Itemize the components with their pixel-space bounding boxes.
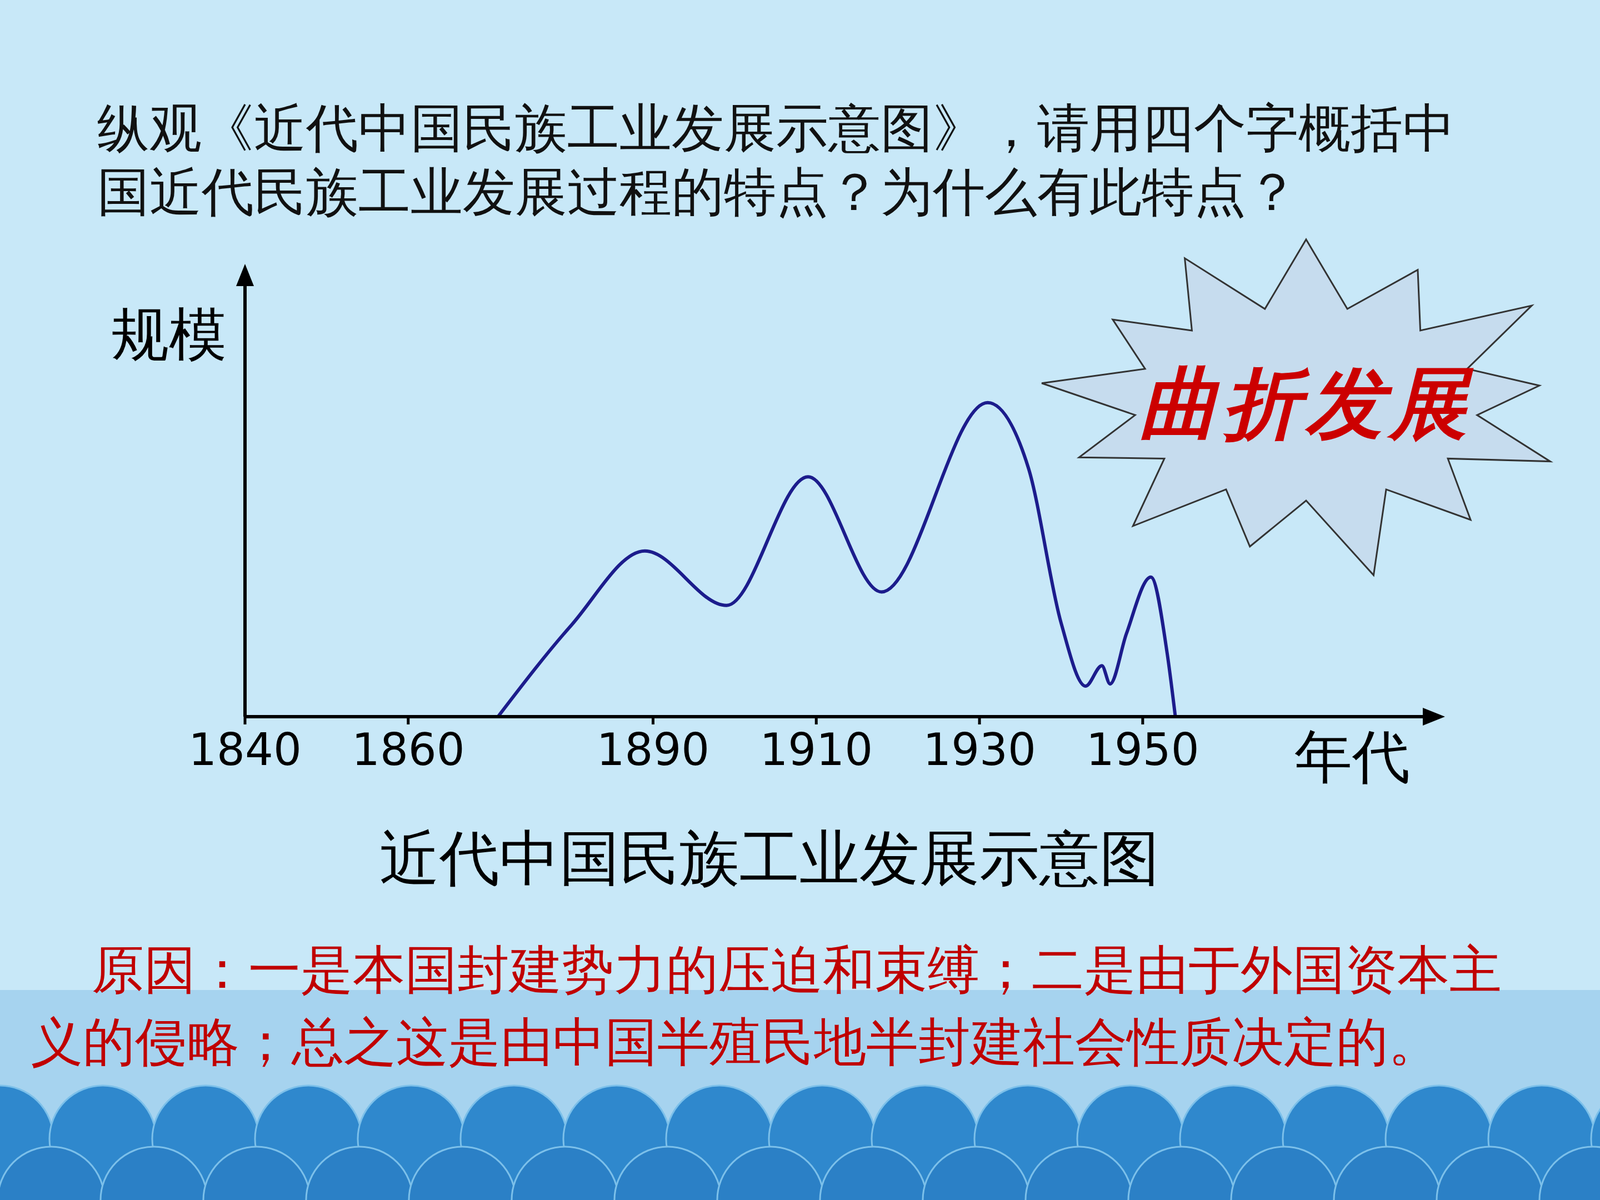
html-text:国近代民族工业发展过程的特点？为什么有此特点？: 国近代民族工业发展过程的特点？为什么有此特点？ — [97, 161, 1299, 223]
svg-text:1950: 1950 — [1086, 723, 1200, 776]
svg-text:1840: 1840 — [188, 723, 302, 776]
html-text:年代: 年代 — [1294, 722, 1410, 791]
html-text:原因：一是本国封建势力的压迫和束缚；二是由于外国资本主: 原因：一是本国封建势力的压迫和束缚；二是由于外国资本主 — [91, 939, 1502, 1000]
svg-text:曲折发展: 曲折发展 — [1139, 358, 1474, 449]
svg-text:1860: 1860 — [351, 723, 465, 776]
svg-text:1910: 1910 — [759, 723, 873, 776]
html-text:近代中国民族工业发展示意图: 近代中国民族工业发展示意图 — [379, 823, 1160, 893]
svg-text:1930: 1930 — [922, 723, 1037, 776]
html-text:义的侵略；总之这是由中国半殖民地半封建社会性质决定的。: 义的侵略；总之这是由中国半殖民地半封建社会性质决定的。 — [30, 1011, 1441, 1073]
html-text:规模: 规模 — [111, 300, 227, 369]
html-text:纵观《近代中国民族工业发展示意图》，请用四个字概括中: 纵观《近代中国民族工业发展示意图》，请用四个字概括中 — [97, 97, 1455, 159]
svg-text:1890: 1890 — [596, 723, 710, 776]
